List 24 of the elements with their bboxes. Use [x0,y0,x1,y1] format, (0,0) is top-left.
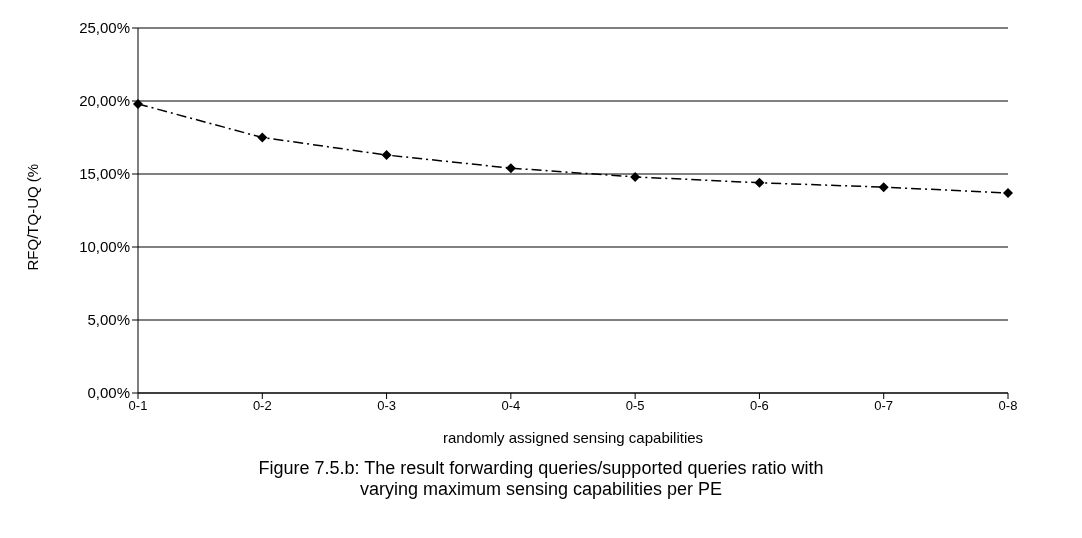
point [257,132,268,143]
x-tick-label: 0-8 [998,398,1018,414]
point [381,150,392,161]
x-tick-label: 0-5 [625,398,645,414]
caption: Figure 7.5.b: The result forwarding queries/supported queries ratio with varying maximum sensing capabilities per PE [257,458,825,500]
point [1003,187,1013,198]
x-tick-label: 0-7 [874,398,894,414]
x-tick-label: 0-4 [501,398,521,414]
y-tick-label: 0,00% [87,384,130,402]
x-tick-label: 0-1 [128,398,148,414]
x-axis-title: randomly assigned sensing capabilities [442,429,704,446]
y-tick-label: 10,00% [79,238,130,256]
y-tick-label: 15,00% [79,165,130,183]
y-axis-title: RFQ/TQ-UQ (% [24,163,42,271]
x-tick-label: 0-2 [252,398,272,414]
x-tick-label: 0-6 [750,398,769,414]
point [754,177,765,188]
point [505,163,516,174]
y-tick-label: 5,00% [87,311,130,329]
point [630,171,641,182]
x-tick-label: 0-3 [377,398,396,414]
y-tick-label: 20,00% [79,92,130,110]
point [878,182,889,193]
y-tick-label: 25,00% [79,19,130,37]
